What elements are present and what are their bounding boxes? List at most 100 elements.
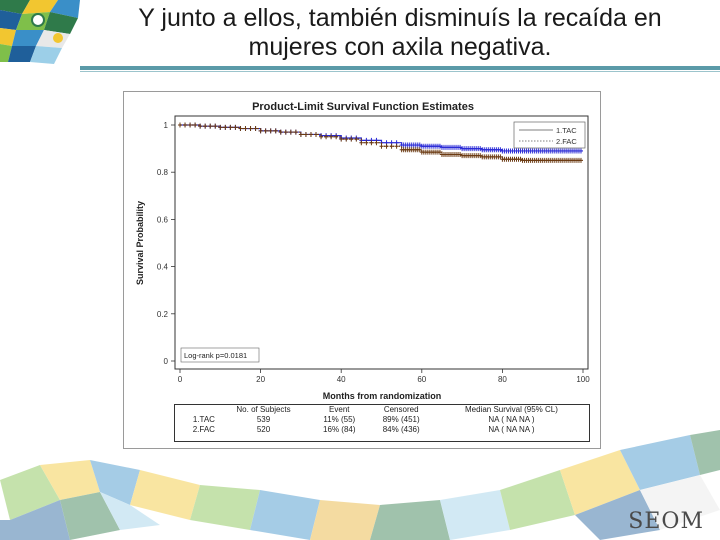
censor-mark [578, 157, 583, 163]
summary-header-cell: Median Survival (95% CL) [464, 405, 558, 414]
summary-cell: 520 [256, 425, 271, 434]
y-tick-label: 0.6 [157, 215, 169, 224]
censor-mark [379, 143, 384, 149]
summary-row: 2.FAC 520 16% (84) 84% (436) NA ( NA NA … [175, 425, 589, 435]
summary-header-cell [175, 405, 217, 415]
censor-mark [263, 128, 268, 134]
slide-title: Y junto a ellos, también disminuís la re… [80, 4, 720, 62]
legend: 1.TAC 2.FAC [513, 121, 586, 149]
title-underline [80, 66, 720, 70]
censor-mark [417, 147, 422, 153]
censor-mark [308, 131, 313, 137]
censor-mark [359, 140, 364, 146]
y-tick-label: 0.4 [157, 263, 169, 272]
censor-mark [188, 122, 193, 128]
summary-header-cell: No. of Subjects [236, 405, 291, 414]
censor-mark [283, 129, 288, 135]
summary-cell: NA ( NA NA ) [488, 425, 535, 434]
censor-mark [344, 136, 349, 142]
censor-mark [319, 134, 324, 140]
censor-mark [273, 128, 278, 134]
censor-mark [314, 131, 319, 137]
censor-mark [203, 123, 208, 129]
censor-mark [518, 156, 523, 162]
censor-mark [258, 128, 263, 134]
censor-mark [253, 126, 258, 132]
censor-mark [329, 134, 334, 140]
summary-cell: 16% (84) [323, 425, 356, 434]
censor-mark [498, 147, 503, 153]
censor-mark [324, 134, 329, 140]
censor-mark [394, 143, 399, 149]
summary-cell: 2.FAC [192, 425, 215, 434]
y-tick-label: 0.2 [157, 310, 169, 319]
legend-label-series2: 2.FAC [556, 137, 577, 146]
annotation-box [180, 347, 260, 363]
x-tick-label: 20 [256, 375, 265, 384]
censor-mark [437, 149, 442, 155]
summary-cell: 84% (436) [382, 425, 420, 434]
censor-mark [193, 122, 198, 128]
y-tick-label: 0.8 [157, 168, 169, 177]
brand-logo: SEOM [628, 509, 704, 534]
censor-mark [183, 122, 188, 128]
bottom-mosaic-decoration [0, 430, 720, 540]
y-tick-label: 0 [164, 357, 169, 366]
censor-mark [478, 153, 483, 159]
censor-mark [303, 131, 308, 137]
censor-mark [417, 142, 422, 148]
censor-mark [198, 123, 203, 129]
summary-header-cell: Censored [383, 405, 419, 414]
censor-mark [369, 140, 374, 146]
censor-mark [243, 126, 248, 132]
censor-mark [268, 128, 273, 134]
censor-mark [498, 154, 503, 160]
summary-cell: 11% (55) [323, 415, 356, 424]
censor-mark [389, 143, 394, 149]
censor-mark [374, 140, 379, 146]
summary-cell: NA ( NA NA ) [488, 415, 535, 424]
censor-mark [218, 124, 223, 130]
summary-table: No. of Subjects Event Censored Median Su… [174, 404, 590, 442]
censor-mark [339, 136, 344, 142]
x-axis-label: Months from randomization [323, 391, 442, 401]
censor-mark [233, 124, 238, 130]
censor-mark [178, 122, 182, 128]
chart-title: Product-Limit Survival Function Estimate… [252, 101, 474, 113]
x-tick-label: 0 [178, 375, 183, 384]
survival-chart: Product-Limit Survival Function Estimate… [135, 101, 590, 401]
x-tick-label: 60 [417, 375, 426, 384]
x-tick-label: 40 [337, 375, 346, 384]
censor-mark [298, 131, 303, 137]
censor-mark [458, 152, 463, 157]
censor-mark [384, 143, 389, 149]
censor-mark [349, 136, 354, 142]
logrank-annotation: Log-rank p=0.0181 [184, 351, 247, 360]
title-underline-thin [80, 71, 720, 72]
censor-mark [437, 143, 442, 149]
legend-label-series1: 1.TAC [556, 126, 577, 135]
censor-mark [223, 124, 228, 130]
censor-mark [354, 136, 359, 142]
summary-header-row: No. of Subjects Event Censored Median Su… [175, 405, 589, 415]
summary-cell: 89% (451) [382, 415, 420, 424]
y-tick-label: 1 [164, 121, 169, 130]
censor-mark [248, 126, 253, 132]
censor-mark [213, 123, 218, 129]
censor-mark [238, 126, 243, 132]
censor-mark [578, 148, 583, 154]
censor-mark [228, 124, 233, 130]
summary-header-cell: Event [329, 405, 350, 414]
mosaic-logo [0, 0, 80, 64]
summary-cell: 539 [256, 415, 271, 424]
x-tick-label: 100 [576, 375, 590, 384]
plot-area [174, 115, 589, 370]
summary-cell: 1.TAC [192, 415, 215, 424]
censor-mark [288, 129, 293, 135]
censor-mark [208, 123, 213, 129]
slide-title-line2: mujeres con axila negativa. [248, 33, 552, 61]
censor-mark [364, 140, 369, 146]
censor-mark [334, 134, 339, 140]
censor-mark [478, 146, 483, 152]
summary-row: 1.TAC 539 11% (55) 89% (451) NA ( NA NA … [175, 415, 589, 425]
